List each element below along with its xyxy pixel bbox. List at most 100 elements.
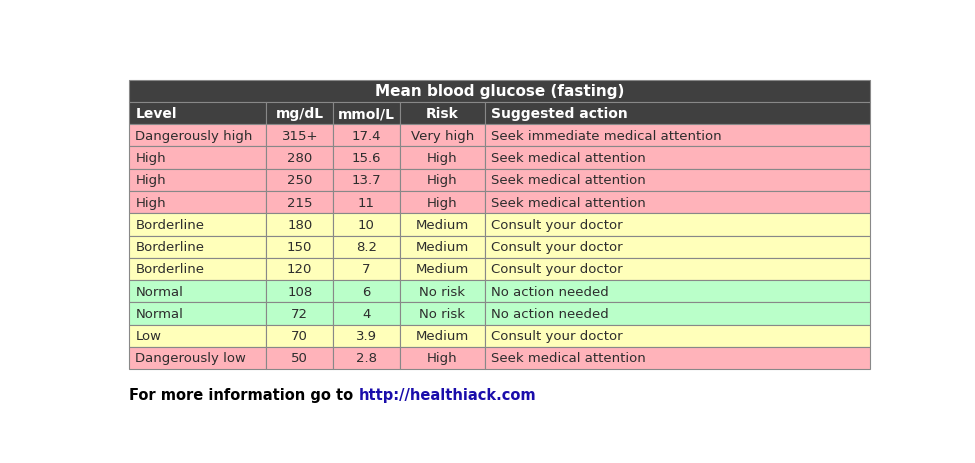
Text: No action needed: No action needed xyxy=(491,307,608,320)
Text: 15.6: 15.6 xyxy=(352,152,381,165)
FancyBboxPatch shape xyxy=(266,192,333,214)
FancyBboxPatch shape xyxy=(400,303,485,325)
Text: High: High xyxy=(136,152,166,165)
FancyBboxPatch shape xyxy=(130,258,266,281)
Text: Consult your doctor: Consult your doctor xyxy=(491,330,623,343)
Text: 3.9: 3.9 xyxy=(356,330,377,343)
Text: High: High xyxy=(136,196,166,209)
FancyBboxPatch shape xyxy=(485,325,870,347)
FancyBboxPatch shape xyxy=(333,147,400,169)
Text: 150: 150 xyxy=(287,241,312,254)
Text: Consult your doctor: Consult your doctor xyxy=(491,219,623,232)
Text: Seek medical attention: Seek medical attention xyxy=(491,174,645,187)
FancyBboxPatch shape xyxy=(130,192,266,214)
Text: 10: 10 xyxy=(358,219,374,232)
FancyBboxPatch shape xyxy=(266,325,333,347)
Text: High: High xyxy=(427,152,457,165)
FancyBboxPatch shape xyxy=(485,303,870,325)
FancyBboxPatch shape xyxy=(130,125,266,147)
FancyBboxPatch shape xyxy=(266,103,333,125)
FancyBboxPatch shape xyxy=(130,214,266,236)
FancyBboxPatch shape xyxy=(266,169,333,192)
FancyBboxPatch shape xyxy=(266,281,333,303)
Text: 7: 7 xyxy=(362,263,371,276)
FancyBboxPatch shape xyxy=(485,214,870,236)
Text: Borderline: Borderline xyxy=(136,219,205,232)
FancyBboxPatch shape xyxy=(333,236,400,258)
Text: High: High xyxy=(136,174,166,187)
Text: Medium: Medium xyxy=(415,219,469,232)
FancyBboxPatch shape xyxy=(266,258,333,281)
Text: Dangerously high: Dangerously high xyxy=(136,130,253,143)
Text: 180: 180 xyxy=(287,219,312,232)
FancyBboxPatch shape xyxy=(400,192,485,214)
FancyBboxPatch shape xyxy=(266,347,333,369)
FancyBboxPatch shape xyxy=(130,236,266,258)
Text: 6: 6 xyxy=(362,285,371,298)
FancyBboxPatch shape xyxy=(333,169,400,192)
Text: Very high: Very high xyxy=(410,130,474,143)
FancyBboxPatch shape xyxy=(485,236,870,258)
FancyBboxPatch shape xyxy=(400,325,485,347)
FancyBboxPatch shape xyxy=(266,147,333,169)
Text: 13.7: 13.7 xyxy=(352,174,381,187)
FancyBboxPatch shape xyxy=(485,103,870,125)
Text: Seek medical attention: Seek medical attention xyxy=(491,352,645,365)
Text: 2.8: 2.8 xyxy=(356,352,377,365)
Text: http://healthiack.com: http://healthiack.com xyxy=(359,387,536,402)
Text: 8.2: 8.2 xyxy=(356,241,377,254)
FancyBboxPatch shape xyxy=(485,125,870,147)
Text: High: High xyxy=(427,352,457,365)
Text: Medium: Medium xyxy=(415,330,469,343)
FancyBboxPatch shape xyxy=(400,125,485,147)
FancyBboxPatch shape xyxy=(485,281,870,303)
FancyBboxPatch shape xyxy=(400,281,485,303)
Text: 108: 108 xyxy=(287,285,312,298)
Text: Dangerously low: Dangerously low xyxy=(136,352,247,365)
FancyBboxPatch shape xyxy=(333,103,400,125)
Text: Normal: Normal xyxy=(136,285,183,298)
FancyBboxPatch shape xyxy=(333,258,400,281)
Text: 72: 72 xyxy=(292,307,308,320)
Text: Seek medical attention: Seek medical attention xyxy=(491,152,645,165)
FancyBboxPatch shape xyxy=(333,325,400,347)
FancyBboxPatch shape xyxy=(485,192,870,214)
FancyBboxPatch shape xyxy=(266,125,333,147)
Text: Medium: Medium xyxy=(415,263,469,276)
Text: Seek medical attention: Seek medical attention xyxy=(491,196,645,209)
FancyBboxPatch shape xyxy=(266,214,333,236)
Text: Borderline: Borderline xyxy=(136,241,205,254)
FancyBboxPatch shape xyxy=(130,303,266,325)
FancyBboxPatch shape xyxy=(400,169,485,192)
FancyBboxPatch shape xyxy=(130,281,266,303)
FancyBboxPatch shape xyxy=(130,147,266,169)
Text: Borderline: Borderline xyxy=(136,263,205,276)
FancyBboxPatch shape xyxy=(485,147,870,169)
FancyBboxPatch shape xyxy=(400,236,485,258)
Text: 250: 250 xyxy=(287,174,312,187)
Text: Risk: Risk xyxy=(426,107,458,121)
FancyBboxPatch shape xyxy=(400,147,485,169)
Text: Mean blood glucose (fasting): Mean blood glucose (fasting) xyxy=(375,84,624,99)
Text: 315+: 315+ xyxy=(282,130,318,143)
FancyBboxPatch shape xyxy=(400,258,485,281)
FancyBboxPatch shape xyxy=(485,347,870,369)
Text: mg/dL: mg/dL xyxy=(276,107,324,121)
Text: No risk: No risk xyxy=(419,307,465,320)
Text: No risk: No risk xyxy=(419,285,465,298)
FancyBboxPatch shape xyxy=(400,103,485,125)
Text: mmol/L: mmol/L xyxy=(338,107,395,121)
Text: Low: Low xyxy=(136,330,162,343)
FancyBboxPatch shape xyxy=(130,81,870,103)
Text: Consult your doctor: Consult your doctor xyxy=(491,263,623,276)
Text: Suggested action: Suggested action xyxy=(491,107,628,121)
Text: 17.4: 17.4 xyxy=(352,130,381,143)
Text: Consult your doctor: Consult your doctor xyxy=(491,241,623,254)
FancyBboxPatch shape xyxy=(333,192,400,214)
Text: High: High xyxy=(427,196,457,209)
Text: Normal: Normal xyxy=(136,307,183,320)
FancyBboxPatch shape xyxy=(333,347,400,369)
Text: Level: Level xyxy=(136,107,177,121)
FancyBboxPatch shape xyxy=(485,169,870,192)
FancyBboxPatch shape xyxy=(130,325,266,347)
